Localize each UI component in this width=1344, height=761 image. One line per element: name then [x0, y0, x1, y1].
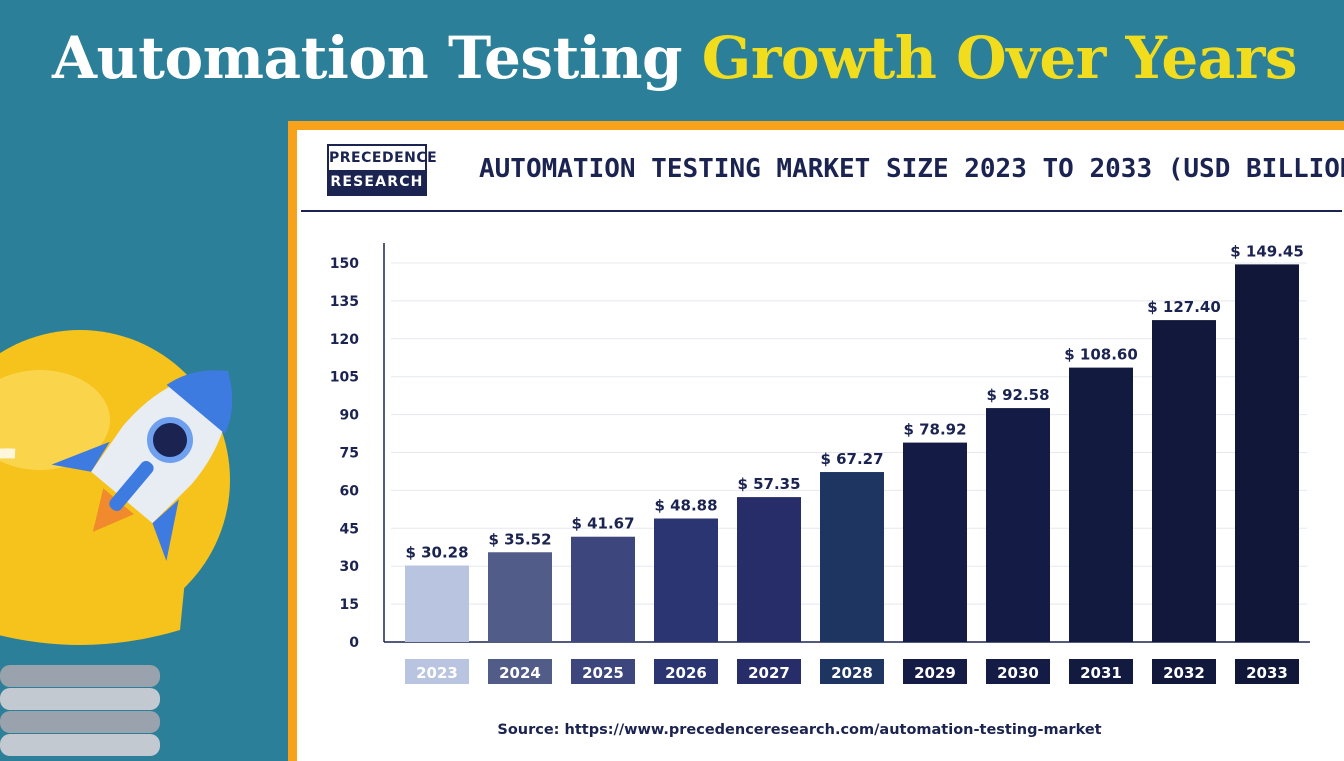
logo-line2: RESEARCH	[329, 170, 425, 194]
chart-card: PRECEDENCE RESEARCH AUTOMATION TESTING M…	[288, 121, 1344, 761]
data-label: $ 35.52	[488, 530, 551, 548]
x-tick-label: 2028	[831, 664, 873, 682]
x-tick-box	[654, 659, 718, 684]
data-label: $ 78.92	[903, 421, 966, 439]
x-tick-label: 2030	[997, 664, 1039, 682]
bar	[405, 565, 469, 642]
y-tick-label: 150	[330, 256, 359, 272]
y-tick-label: 105	[330, 370, 359, 386]
x-tick-label: 2031	[1080, 664, 1122, 682]
bar	[986, 408, 1050, 642]
bar-chart: 0 15 30 45 60 75 90 105 120 135 150 $ 30.28 2023 $ 35…	[330, 242, 1310, 684]
logo-line1: PRECEDENCE	[329, 146, 437, 170]
data-label: $ 57.35	[737, 475, 800, 493]
data-label: $ 127.40	[1147, 298, 1221, 316]
data-label: $ 92.58	[986, 386, 1049, 404]
lightbulb-rocket-illustration	[0, 330, 233, 756]
headline-yellow-part: Growth Over Years	[701, 24, 1298, 92]
x-tick-box	[405, 659, 469, 684]
y-tick-label: 120	[330, 332, 359, 348]
x-tick-box	[1235, 659, 1299, 684]
x-tick-box	[1152, 659, 1216, 684]
y-tick-label: 90	[340, 408, 360, 424]
data-label: $ 48.88	[654, 496, 717, 514]
bar	[488, 552, 552, 642]
x-tick-box	[1069, 659, 1133, 684]
source-note: Source: https://www.precedenceresearch.c…	[497, 722, 1102, 738]
y-tick-label: 0	[349, 635, 359, 651]
y-tick-label: 75	[340, 446, 359, 462]
y-tick-label: 30	[340, 559, 360, 575]
bar	[820, 472, 884, 642]
rocket-icon	[0, 370, 233, 561]
data-label: $ 67.27	[820, 450, 883, 468]
bar	[1235, 264, 1299, 642]
x-tick-box	[903, 659, 967, 684]
x-tick-label: 2033	[1246, 664, 1288, 682]
x-tick-label: 2032	[1163, 664, 1205, 682]
x-tick-box	[986, 659, 1050, 684]
y-tick-label: 60	[340, 483, 360, 499]
x-tick-label: 2025	[582, 664, 624, 682]
x-tick-label: 2027	[748, 664, 790, 682]
bar	[654, 518, 718, 642]
chart-panel: PRECEDENCE RESEARCH AUTOMATION TESTING M…	[297, 130, 1344, 761]
bar	[1069, 367, 1133, 642]
data-label: $ 108.60	[1064, 346, 1138, 364]
brand-logo: PRECEDENCE RESEARCH	[327, 144, 437, 196]
data-label: $ 30.28	[405, 543, 468, 561]
x-tick-box	[488, 659, 552, 684]
bar	[737, 497, 801, 642]
data-label: $ 41.67	[571, 515, 634, 533]
headline: Automation Testing Growth Over Years	[52, 20, 1298, 96]
x-tick-label: 2029	[914, 664, 956, 682]
headline-white-part: Automation Testing	[52, 24, 683, 92]
y-tick-label: 135	[330, 294, 359, 310]
chart-title: AUTOMATION TESTING MARKET SIZE 2023 TO 2…	[479, 154, 1344, 184]
x-tick-label: 2026	[665, 664, 707, 682]
y-tick-label: 15	[340, 597, 359, 613]
x-tick-label: 2023	[416, 664, 458, 682]
x-tick-box	[820, 659, 884, 684]
bar	[1152, 320, 1216, 642]
bar	[571, 536, 635, 642]
data-label: $ 149.45	[1230, 242, 1304, 260]
bar	[903, 442, 967, 642]
x-tick-box	[571, 659, 635, 684]
x-tick-box	[737, 659, 801, 684]
title-divider	[301, 210, 1342, 212]
x-tick-label: 2024	[499, 664, 541, 682]
y-tick-label: 45	[340, 521, 359, 537]
